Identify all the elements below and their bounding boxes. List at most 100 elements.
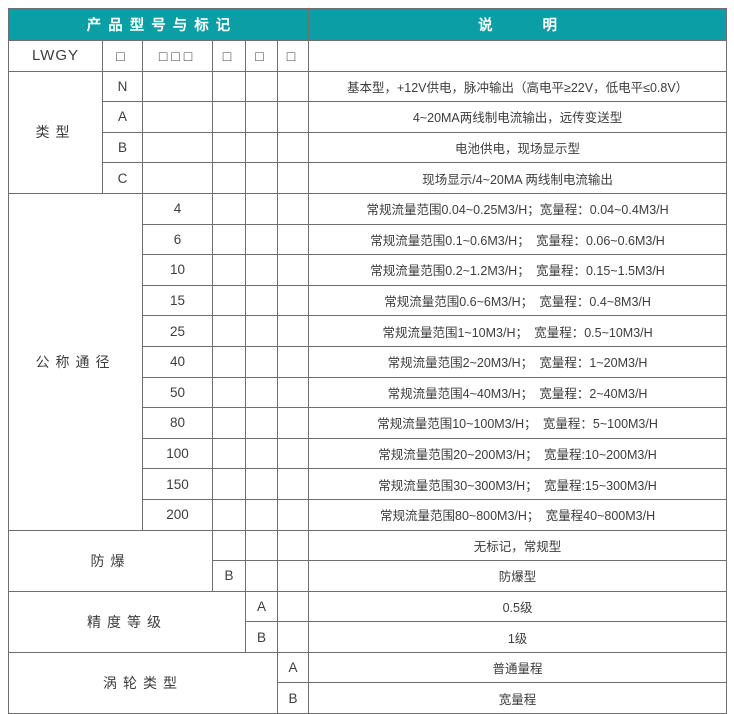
empty-cell [212, 437, 246, 470]
empty-cell [276, 284, 310, 317]
empty-cell [212, 315, 246, 347]
empty-cell [212, 407, 246, 439]
code-cell: 10 [142, 254, 213, 286]
empty-cell [245, 529, 278, 562]
code-cell: 6 [142, 223, 213, 256]
empty-cell [142, 131, 213, 164]
empty-cell [212, 223, 246, 256]
code-cell: B [102, 131, 143, 164]
description-cell: 4~20MA两线制电流输出，远传变送型 [308, 101, 728, 133]
description-cell: 普通量程 [308, 651, 728, 684]
code-cell: N [102, 70, 143, 103]
description-cell: 常规流量范围2~20M3/H； 宽量程：1~20M3/H [308, 345, 728, 378]
empty-cell [245, 560, 278, 592]
explosion-box-cell: □ [212, 40, 246, 72]
code-cell: B [212, 560, 246, 592]
empty-cell [212, 345, 246, 378]
accuracy-box-cell: □ [245, 40, 278, 72]
empty-cell [276, 590, 310, 623]
type-row: B 电池供电，现场显示型 [9, 131, 728, 164]
description-cell: 1级 [308, 621, 728, 653]
empty-description-cell [308, 40, 728, 72]
empty-cell [212, 131, 246, 164]
diameter-row: 公称通径 4 常规流量范围0.04~0.25M3/H；宽量程：0.04~0.4M… [8, 192, 728, 531]
description-cell: 宽量程 [308, 682, 728, 714]
empty-cell [245, 345, 278, 378]
empty-cell [245, 315, 278, 347]
code-cell: 200 [142, 498, 213, 531]
explosion-row: B 防爆型 [9, 560, 728, 592]
turbine-section-label: 涡轮类型 [8, 651, 278, 714]
empty-cell [245, 70, 278, 103]
code-cell: 25 [142, 315, 213, 347]
empty-cell [276, 162, 310, 194]
type-section-label: 类型 [8, 70, 103, 194]
code-cell: 50 [142, 376, 213, 409]
empty-cell [212, 468, 246, 500]
description-cell: 无标记，常规型 [308, 529, 728, 562]
empty-cell [245, 162, 278, 194]
type-row: C 现场显示/4~20MA 两线制电流输出 [9, 162, 728, 194]
description-cell: 常规流量范围0.1~0.6M3/H； 宽量程：0.06~0.6M3/H [308, 223, 728, 256]
code-cell: C [102, 162, 143, 194]
empty-cell [245, 376, 278, 409]
diameter-section-label: 公称通径 [8, 192, 143, 531]
empty-cell [212, 101, 246, 133]
model-selection-table: 产品型号与标记 说 明 LWGY □ □□□ □ □ □ 类型 N 基本型，+1… [7, 8, 728, 714]
description-cell: 常规流量范围10~100M3/H； 宽量程：5~100M3/H [308, 407, 728, 439]
code-cell: 100 [142, 437, 213, 470]
empty-cell [245, 131, 278, 164]
diameter-row: 10 常规流量范围0.2~1.2M3/H； 宽量程：0.15~1.5M3/H [9, 254, 728, 286]
empty-cell [212, 192, 246, 225]
empty-cell [276, 101, 310, 133]
model-row: LWGY □ □□□ □ □ □ [8, 40, 728, 72]
code-cell: A [102, 101, 143, 133]
empty-cell [245, 223, 278, 256]
description-cell: 常规流量范围30~300M3/H； 宽量程:15~300M3/H [308, 468, 728, 500]
empty-cell [245, 192, 278, 225]
code-cell: B [276, 682, 310, 714]
diameter-row: 100 常规流量范围20~200M3/H； 宽量程:10~200M3/H [9, 437, 728, 470]
empty-cell [276, 70, 310, 103]
code-cell: A [245, 590, 278, 623]
diameter-row: 15 常规流量范围0.6~6M3/H； 宽量程：0.4~8M3/H [9, 284, 728, 317]
empty-cell [276, 621, 310, 653]
code-cell: 40 [142, 345, 213, 378]
empty-cell [276, 407, 310, 439]
empty-cell [276, 376, 310, 409]
empty-cell [212, 162, 246, 194]
type-row: A 4~20MA两线制电流输出，远传变送型 [9, 101, 728, 133]
description-cell: 常规流量范围0.2~1.2M3/H； 宽量程：0.15~1.5M3/H [308, 254, 728, 286]
empty-cell [276, 498, 310, 531]
description-title-header: 说 明 [308, 8, 728, 41]
diameter-row: 6 常规流量范围0.1~0.6M3/H； 宽量程：0.06~0.6M3/H [9, 223, 728, 256]
diameter-row: 150 常规流量范围30~300M3/H； 宽量程:15~300M3/H [9, 468, 728, 500]
empty-cell [142, 70, 213, 103]
description-cell: 电池供电，现场显示型 [308, 131, 728, 164]
empty-cell [276, 529, 310, 562]
accuracy-row: 精度等级 A 0.5级 [8, 590, 728, 653]
code-cell: 150 [142, 468, 213, 500]
accuracy-section-label: 精度等级 [8, 590, 246, 653]
code-cell: B [245, 621, 278, 653]
empty-cell [276, 345, 310, 378]
empty-cell [142, 162, 213, 194]
code-cell [212, 529, 246, 562]
code-cell: 15 [142, 284, 213, 317]
description-cell: 防爆型 [308, 560, 728, 592]
type-box-cell: □ [102, 40, 143, 72]
code-cell: 80 [142, 407, 213, 439]
model-name-cell: LWGY [8, 40, 103, 72]
empty-cell [245, 284, 278, 317]
empty-cell [276, 192, 310, 225]
accuracy-row: B 1级 [9, 621, 728, 653]
description-cell: 0.5级 [308, 590, 728, 623]
description-cell: 现场显示/4~20MA 两线制电流输出 [308, 162, 728, 194]
explosion-row: 防爆 无标记，常规型 [8, 529, 728, 592]
empty-cell [245, 437, 278, 470]
code-cell: 4 [142, 192, 213, 225]
table-header-row: 产品型号与标记 说 明 [7, 8, 728, 41]
description-cell: 常规流量范围4~40M3/H； 宽量程：2~40M3/H [308, 376, 728, 409]
empty-cell [212, 498, 246, 531]
